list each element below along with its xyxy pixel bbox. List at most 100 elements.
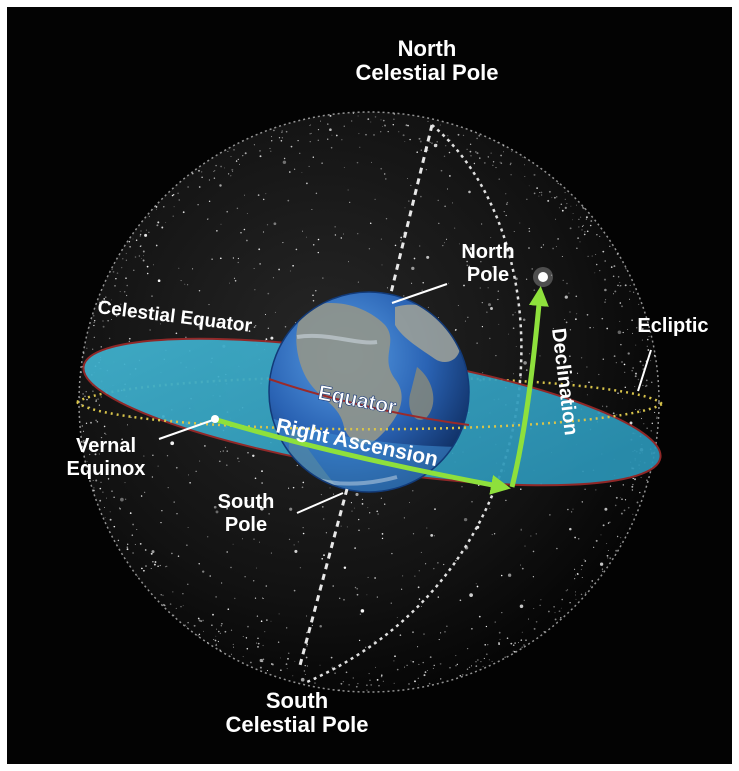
star [198,169,200,172]
star [615,549,618,552]
star [538,195,540,197]
star [289,270,291,272]
star [542,244,544,246]
star [128,340,130,343]
star [593,327,594,329]
star [500,154,502,157]
star [357,682,359,685]
star [383,173,386,175]
star [95,479,98,482]
south-celestial-pole-label: South Celestial Pole [225,688,369,737]
star [466,148,468,150]
star [310,132,312,134]
star [320,494,322,496]
star [358,529,360,532]
star [591,255,593,257]
star [577,237,580,240]
star [560,607,562,609]
star [315,290,317,292]
star [182,593,184,595]
star [646,345,648,347]
star [619,302,622,304]
star [525,278,528,280]
star [366,689,368,691]
star [92,314,95,317]
star [572,508,574,510]
star [477,659,479,661]
star [220,165,222,168]
star [380,674,383,677]
star [93,336,95,338]
star [259,150,261,152]
star [288,538,291,541]
star [144,491,146,493]
star [93,442,95,444]
star [351,510,353,512]
star [569,329,572,331]
star [283,157,286,160]
star [213,177,216,179]
star [619,282,621,284]
star [438,222,440,225]
star [193,624,196,627]
star [528,230,531,233]
star [439,663,442,665]
star [227,173,230,175]
star [632,513,634,515]
star [476,585,479,588]
star [521,631,523,633]
star [290,145,293,148]
star [656,417,658,419]
star [304,664,306,667]
star [384,503,386,505]
star [184,624,186,626]
star [520,564,521,566]
star [463,284,465,287]
star [358,518,360,521]
star [305,656,308,659]
star [523,644,525,646]
star [339,597,341,599]
star [355,685,358,688]
star [139,245,142,247]
star [478,615,481,618]
star [177,192,179,195]
star [640,417,643,420]
star [555,218,557,220]
star [259,263,261,265]
star [229,282,230,284]
star [485,625,488,628]
star [366,684,368,687]
star [578,218,580,220]
star [281,130,283,132]
star [294,549,298,553]
star [440,632,442,634]
star [317,251,319,254]
star [262,658,265,661]
star [150,552,153,555]
star [215,164,217,167]
star [490,237,492,239]
star [408,502,410,503]
star [227,151,229,152]
star [111,490,113,492]
star [501,612,503,614]
star [449,175,451,177]
star [366,594,368,596]
star [351,120,353,122]
star [548,610,550,613]
star [404,207,406,209]
star [639,491,641,494]
star [234,280,237,282]
star [295,248,298,251]
star [161,226,164,229]
star [381,537,384,540]
star [256,642,258,644]
star [522,156,524,158]
star [610,266,613,268]
star [284,325,287,328]
star [103,506,106,509]
star [491,660,493,662]
star [120,497,124,502]
star [517,642,519,644]
